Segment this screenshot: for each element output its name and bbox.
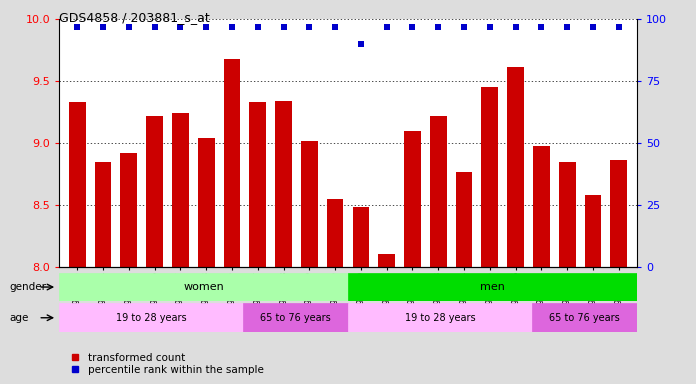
Point [562, 23, 573, 30]
Text: gender: gender [9, 282, 46, 292]
Bar [430, 116, 447, 267]
Bar [404, 131, 421, 267]
Point [303, 23, 315, 30]
Bar [301, 141, 317, 267]
Bar [532, 303, 637, 332]
Bar [172, 113, 189, 267]
Point [72, 23, 83, 30]
Point [278, 23, 289, 30]
Point [252, 23, 263, 30]
Point [381, 23, 393, 30]
Point [484, 23, 496, 30]
Bar [352, 207, 370, 267]
Bar [59, 303, 243, 332]
Bar [120, 153, 137, 267]
Bar [585, 195, 601, 267]
Bar [146, 116, 163, 267]
Point [459, 23, 470, 30]
Point [510, 23, 521, 30]
Text: 19 to 28 years: 19 to 28 years [116, 313, 187, 323]
Bar [348, 303, 532, 332]
Legend: transformed count, percentile rank within the sample: transformed count, percentile rank withi… [64, 353, 264, 375]
Bar [533, 146, 550, 267]
Text: 65 to 76 years: 65 to 76 years [549, 313, 619, 323]
Text: women: women [183, 282, 224, 292]
Point [329, 23, 340, 30]
Point [433, 23, 444, 30]
Point [407, 23, 418, 30]
Text: 19 to 28 years: 19 to 28 years [404, 313, 475, 323]
Text: GDS4858 / 203881_s_at: GDS4858 / 203881_s_at [59, 12, 210, 25]
Bar [59, 273, 348, 301]
Bar [243, 303, 348, 332]
Point [613, 23, 624, 30]
Bar [223, 59, 240, 267]
Point [200, 23, 212, 30]
Point [123, 23, 134, 30]
Point [175, 23, 186, 30]
Bar [507, 68, 524, 267]
Bar [275, 101, 292, 267]
Bar [482, 87, 498, 267]
Bar [249, 102, 266, 267]
Point [587, 23, 599, 30]
Text: men: men [480, 282, 505, 292]
Point [97, 23, 109, 30]
Bar [559, 162, 576, 267]
Point [226, 23, 237, 30]
Bar [198, 138, 214, 267]
Bar [348, 273, 637, 301]
Bar [456, 172, 473, 267]
Text: age: age [9, 313, 29, 323]
Point [356, 41, 367, 47]
Bar [610, 161, 627, 267]
Text: 65 to 76 years: 65 to 76 years [260, 313, 331, 323]
Point [536, 23, 547, 30]
Bar [95, 162, 111, 267]
Bar [69, 102, 86, 267]
Bar [379, 255, 395, 267]
Point [149, 23, 160, 30]
Bar [326, 199, 344, 267]
